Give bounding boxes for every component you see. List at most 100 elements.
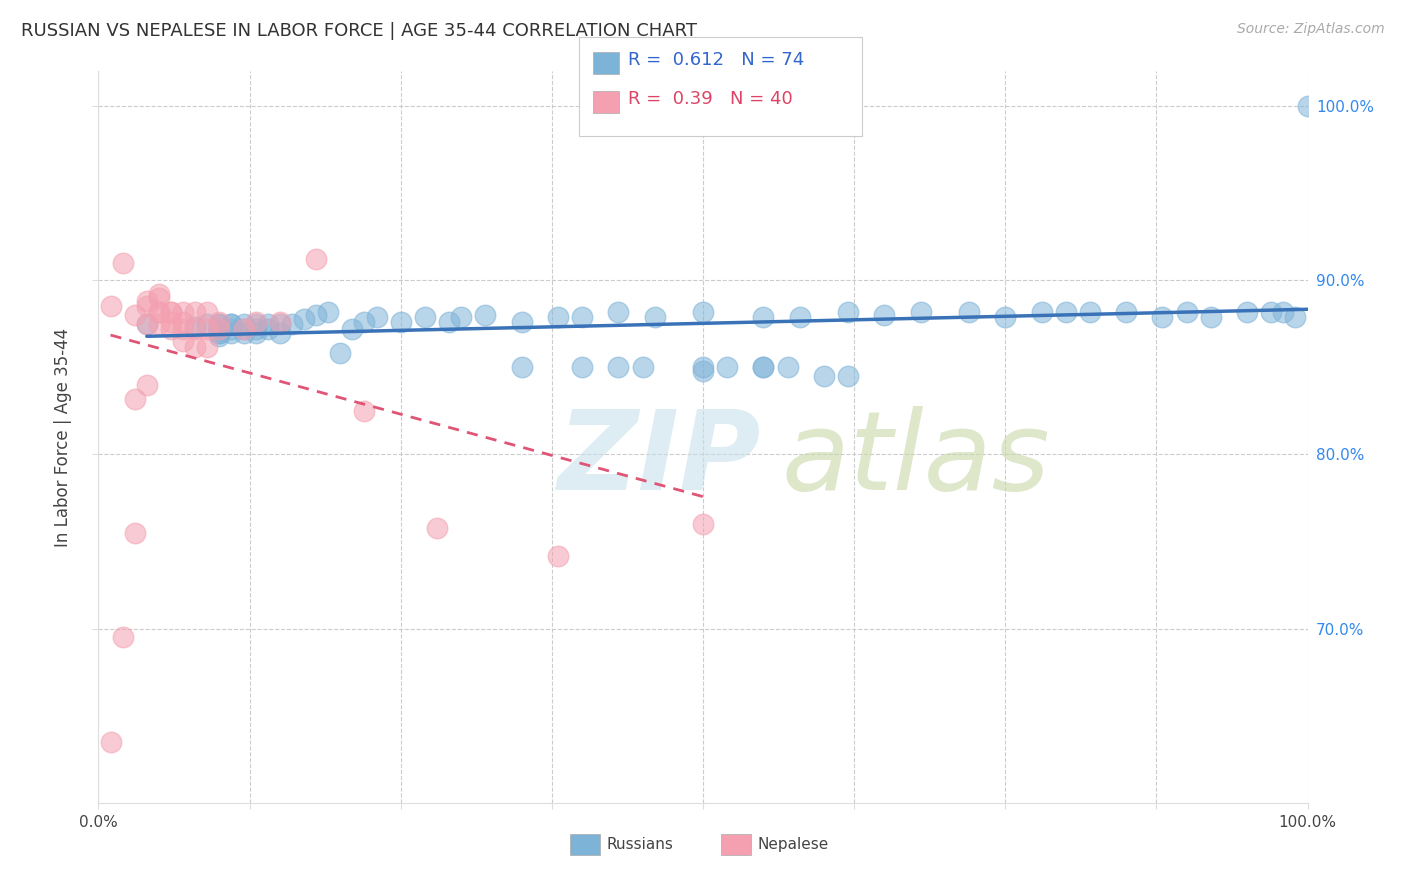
Point bbox=[994, 310, 1017, 324]
Point bbox=[111, 631, 134, 645]
Point bbox=[195, 339, 218, 353]
Point bbox=[776, 360, 799, 375]
Point bbox=[752, 360, 775, 375]
Point bbox=[245, 315, 267, 329]
Point bbox=[148, 287, 170, 301]
Point bbox=[184, 339, 207, 353]
Point bbox=[1272, 304, 1295, 318]
Point bbox=[172, 315, 194, 329]
Point bbox=[245, 322, 267, 336]
Point bbox=[232, 326, 254, 340]
Point bbox=[221, 317, 243, 331]
Point bbox=[571, 310, 593, 324]
Point bbox=[1284, 310, 1306, 324]
Point bbox=[195, 317, 218, 331]
Point bbox=[172, 322, 194, 336]
Point bbox=[135, 377, 157, 392]
Point bbox=[547, 549, 569, 563]
Point bbox=[124, 392, 146, 406]
Point bbox=[195, 304, 218, 318]
Point bbox=[269, 317, 291, 331]
Point bbox=[437, 315, 460, 329]
Point bbox=[281, 317, 304, 331]
Point bbox=[837, 304, 859, 318]
Point bbox=[100, 735, 122, 749]
Text: Nepalese: Nepalese bbox=[758, 837, 828, 852]
Point bbox=[245, 317, 267, 331]
Point bbox=[124, 308, 146, 322]
Point bbox=[837, 369, 859, 384]
Point bbox=[221, 322, 243, 336]
Point bbox=[208, 322, 231, 336]
Point bbox=[305, 252, 328, 267]
Point bbox=[1260, 304, 1282, 318]
Point bbox=[221, 326, 243, 340]
Text: atlas: atlas bbox=[782, 406, 1050, 513]
Point bbox=[172, 334, 194, 349]
Point bbox=[292, 311, 315, 326]
Point bbox=[910, 304, 932, 318]
Point bbox=[232, 317, 254, 331]
Point bbox=[172, 304, 194, 318]
Point bbox=[208, 317, 231, 331]
Point bbox=[1236, 304, 1258, 318]
Point bbox=[232, 322, 254, 336]
Point bbox=[208, 326, 231, 340]
Point bbox=[195, 322, 218, 336]
Point bbox=[245, 326, 267, 340]
Point bbox=[160, 304, 183, 318]
Point bbox=[316, 304, 339, 318]
Point bbox=[342, 322, 364, 336]
Text: Source: ZipAtlas.com: Source: ZipAtlas.com bbox=[1237, 22, 1385, 37]
Point bbox=[692, 304, 714, 318]
Point bbox=[813, 369, 835, 384]
Point bbox=[184, 304, 207, 318]
Point bbox=[510, 360, 533, 375]
Point bbox=[873, 308, 896, 322]
Point bbox=[1296, 99, 1319, 113]
Point bbox=[329, 346, 352, 360]
Point bbox=[426, 521, 449, 535]
Point bbox=[413, 310, 436, 324]
Point bbox=[208, 315, 231, 329]
Text: Russians: Russians bbox=[606, 837, 673, 852]
Point bbox=[148, 304, 170, 318]
Point bbox=[353, 404, 375, 418]
Point bbox=[789, 310, 811, 324]
Point bbox=[1175, 304, 1198, 318]
Point bbox=[111, 256, 134, 270]
Point bbox=[269, 315, 291, 329]
Text: R =  0.612   N = 74: R = 0.612 N = 74 bbox=[628, 51, 804, 69]
Point bbox=[269, 326, 291, 340]
Point bbox=[208, 322, 231, 336]
Point bbox=[135, 317, 157, 331]
Point bbox=[135, 300, 157, 314]
Point bbox=[692, 360, 714, 375]
Point bbox=[752, 360, 775, 375]
Point bbox=[1078, 304, 1101, 318]
Point bbox=[135, 294, 157, 309]
Point bbox=[644, 310, 666, 324]
Bar bbox=[569, 833, 600, 855]
Point bbox=[208, 326, 231, 340]
Point bbox=[148, 304, 170, 318]
Point bbox=[184, 322, 207, 336]
Point bbox=[1031, 304, 1053, 318]
Point bbox=[510, 315, 533, 329]
Point bbox=[450, 310, 472, 324]
Point bbox=[692, 364, 714, 378]
Point bbox=[256, 322, 278, 336]
Point bbox=[221, 317, 243, 331]
Point bbox=[547, 310, 569, 324]
Point bbox=[353, 315, 375, 329]
Bar bbox=[721, 833, 751, 855]
Point bbox=[1054, 304, 1077, 318]
Point bbox=[631, 360, 654, 375]
Point bbox=[607, 304, 630, 318]
Point bbox=[208, 322, 231, 336]
Point bbox=[752, 310, 775, 324]
Point bbox=[160, 315, 183, 329]
Point bbox=[160, 304, 183, 318]
Text: R =  0.39   N = 40: R = 0.39 N = 40 bbox=[628, 90, 793, 108]
Point bbox=[366, 310, 388, 324]
